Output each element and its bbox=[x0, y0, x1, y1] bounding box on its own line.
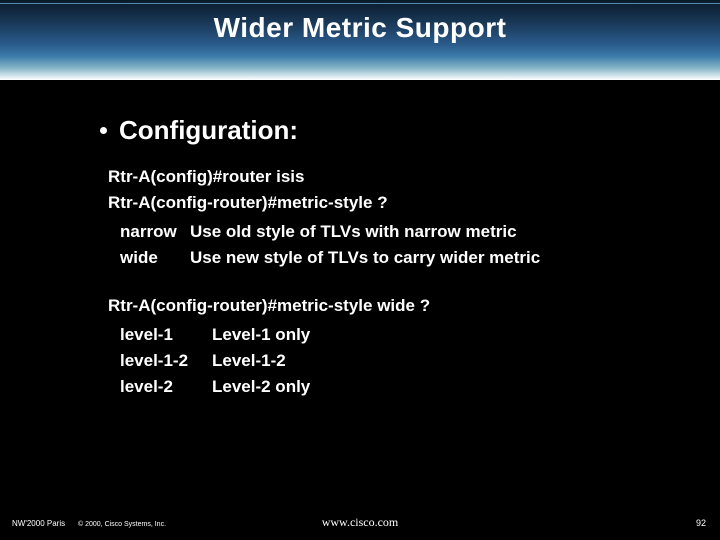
cli-line: Rtr-A(config)#router isis bbox=[108, 164, 670, 190]
option-key: level-2 bbox=[120, 374, 212, 400]
option-key: level-1 bbox=[120, 322, 212, 348]
option-desc: Use new style of TLVs to carry wider met… bbox=[190, 245, 540, 271]
option-desc: Level-2 only bbox=[212, 374, 310, 400]
option-key: narrow bbox=[120, 219, 190, 245]
footer-copyright: © 2000, Cisco Systems, Inc. bbox=[78, 521, 166, 528]
option-key: wide bbox=[120, 245, 190, 271]
header-accent-line bbox=[0, 3, 720, 4]
heading-text: Configuration: bbox=[119, 115, 298, 145]
slide-title: Wider Metric Support bbox=[0, 12, 720, 44]
option-desc: Use old style of TLVs with narrow metric bbox=[190, 219, 517, 245]
option-key: level-1-2 bbox=[120, 348, 212, 374]
option-line: level-1Level-1 only bbox=[108, 322, 670, 348]
header-band: Wider Metric Support bbox=[0, 0, 720, 80]
cli-line: Rtr-A(config-router)#metric-style ? bbox=[108, 190, 670, 216]
footer-url: www.cisco.com bbox=[322, 515, 399, 530]
content-area: Configuration: Rtr-A(config)#router isis… bbox=[0, 80, 720, 401]
main-heading: Configuration: bbox=[100, 115, 670, 146]
bullet-icon bbox=[100, 127, 107, 134]
option-line: level-1-2Level-1-2 bbox=[108, 348, 670, 374]
footer-page-number: 92 bbox=[696, 518, 706, 528]
option-line: narrowUse old style of TLVs with narrow … bbox=[108, 219, 670, 245]
option-group-1: narrowUse old style of TLVs with narrow … bbox=[108, 219, 670, 272]
option-desc: Level-1-2 bbox=[212, 348, 286, 374]
footer: NW'2000 Paris © 2000, Cisco Systems, Inc… bbox=[0, 512, 720, 530]
option-group-2: level-1Level-1 onlylevel-1-2Level-1-2lev… bbox=[108, 322, 670, 401]
cli-block-1: Rtr-A(config)#router isis Rtr-A(config-r… bbox=[100, 164, 670, 271]
option-line: level-2Level-2 only bbox=[108, 374, 670, 400]
cli-block-2: Rtr-A(config-router)#metric-style wide ?… bbox=[100, 293, 670, 400]
option-desc: Level-1 only bbox=[212, 322, 310, 348]
option-line: wideUse new style of TLVs to carry wider… bbox=[108, 245, 670, 271]
cli-line: Rtr-A(config-router)#metric-style wide ? bbox=[108, 293, 670, 319]
footer-event: NW'2000 Paris bbox=[12, 519, 65, 528]
